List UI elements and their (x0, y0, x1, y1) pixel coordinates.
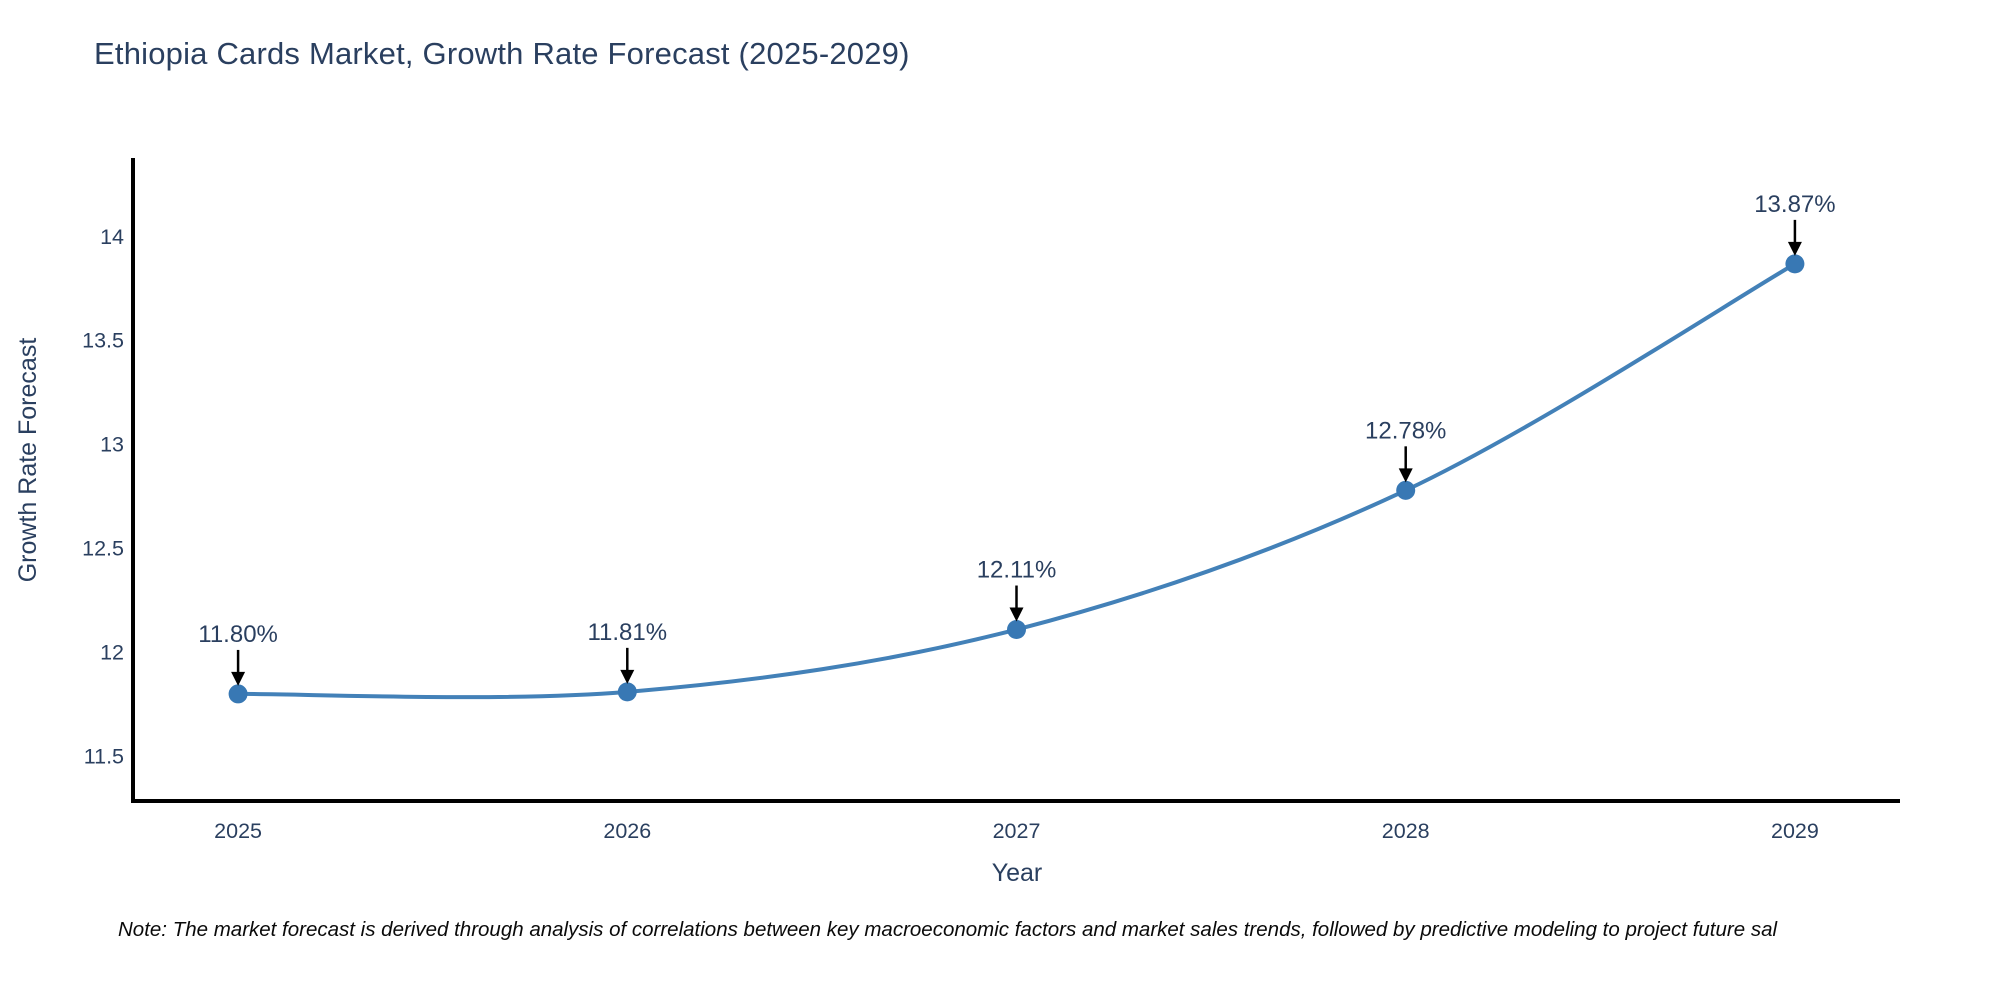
chart-title: Ethiopia Cards Market, Growth Rate Forec… (94, 36, 910, 71)
y-tick-label: 12.5 (82, 537, 124, 561)
y-axis-tick-labels: 11.5 12 12.5 13 13.5 14 (82, 225, 124, 768)
annotation-arrowhead-icon (1398, 468, 1413, 483)
x-tick-label: 2028 (1382, 819, 1430, 843)
annotation-label: 11.81% (587, 619, 667, 646)
y-tick-label: 14 (100, 225, 124, 249)
x-axis-tick-labels: 2025 2026 2027 2028 2029 (214, 819, 1819, 843)
y-tick-label: 13 (100, 433, 124, 457)
annotation-arrowhead-icon (1009, 607, 1024, 622)
annotation-label: 12.78% (1365, 417, 1446, 444)
annotation-arrowhead-icon (231, 671, 246, 686)
data-point-marker (1785, 254, 1805, 274)
x-axis-title: Year (992, 859, 1043, 887)
data-point-marker (1007, 620, 1026, 640)
annotation-label: 12.11% (977, 557, 1057, 584)
data-point-marker (228, 684, 248, 704)
annotation-arrowhead-icon (620, 669, 635, 684)
annotation-arrowhead-icon (1787, 241, 1802, 256)
footnote: Note: The market forecast is derived thr… (118, 918, 1778, 941)
x-tick-label: 2029 (1771, 819, 1819, 843)
x-tick-label: 2025 (214, 819, 262, 843)
y-axis-title: Growth Rate Forecast (14, 338, 42, 583)
y-tick-label: 13.5 (82, 329, 124, 353)
point-annotations: 11.80% 11.81% 12.11% 12.78% 13.87% (198, 191, 1836, 686)
data-point-marker (617, 682, 637, 702)
annotation-label: 11.80% (198, 621, 278, 648)
annotation-label: 13.87% (1754, 191, 1835, 218)
x-tick-label: 2027 (993, 819, 1041, 843)
data-point-marker (1396, 480, 1416, 500)
y-tick-label: 11.5 (84, 744, 124, 768)
y-tick-label: 12 (100, 640, 124, 664)
x-tick-label: 2026 (603, 819, 651, 843)
series-line (236, 261, 1797, 700)
series-growth-rate (228, 254, 1805, 704)
